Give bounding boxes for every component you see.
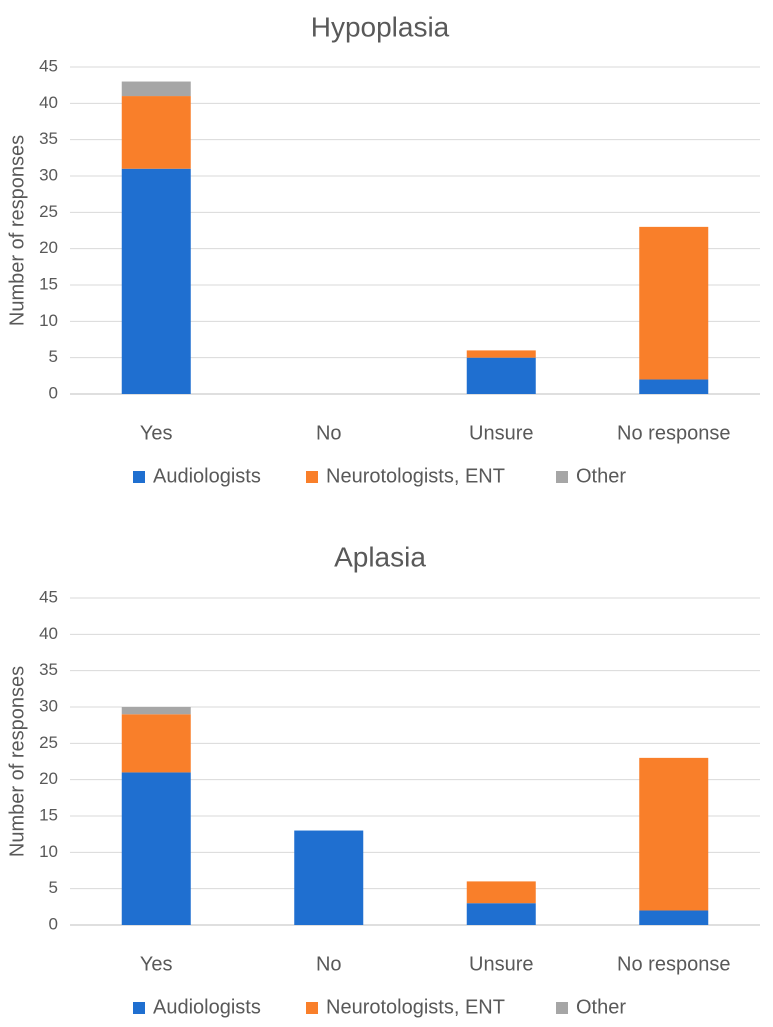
aplasia-y-axis-title: Number of responses (6, 666, 28, 857)
aplasia-y-tick-label: 45 (39, 587, 58, 606)
aplasia-chart: Aplasia 0 5 10 15 20 25 30 35 40 45 Number of respo… (0, 530, 773, 1027)
aplasia-legend-swatch-neurotologists-ent (306, 1002, 318, 1014)
aplasia-title: Aplasia (334, 541, 426, 572)
aplasia-category-label-unsure: Unsure (469, 953, 533, 975)
hypoplasia-legend-label-other: Other (576, 465, 626, 487)
hypoplasia-category-label-no-response: No response (617, 422, 730, 444)
hypoplasia-y-tick-label: 45 (39, 56, 58, 75)
aplasia-y-tick-label: 15 (39, 805, 58, 824)
aplasia-bar-no-response-neurotologists-ent (639, 757, 709, 911)
hypoplasia-legend-label-neurotologists-ent: Neurotologists, ENT (326, 465, 505, 487)
hypoplasia-legend-swatch-other (556, 471, 568, 483)
aplasia-y-tick-label: 20 (39, 769, 58, 788)
aplasia-legend-label-neurotologists-ent: Neurotologists, ENT (326, 996, 505, 1018)
aplasia-bar-yes-audiologists (121, 772, 191, 925)
aplasia-category-label-yes: Yes (140, 953, 173, 975)
hypoplasia-y-tick-label: 30 (39, 165, 58, 184)
aplasia-y-tick-label: 25 (39, 733, 58, 752)
hypoplasia-category-label-unsure: Unsure (469, 422, 533, 444)
aplasia-bar-yes-neurotologists-ent (121, 714, 191, 773)
hypoplasia-y-tick-label: 0 (49, 383, 58, 402)
hypoplasia-y-tick-label: 20 (39, 238, 58, 257)
hypoplasia-bar-no-response-audiologists (639, 379, 709, 394)
hypoplasia-category-label-yes: Yes (140, 422, 173, 444)
aplasia-legend-label-other: Other (576, 996, 626, 1018)
hypoplasia-y-tick-label: 25 (39, 202, 58, 221)
aplasia-bar-yes-other (121, 707, 191, 715)
hypoplasia-bar-unsure-audiologists (466, 357, 536, 394)
aplasia-bar-no-response-audiologists (639, 910, 709, 925)
hypoplasia-chart: Hypoplasia 0 5 10 15 20 25 30 35 40 45 Number of re… (0, 0, 773, 505)
hypoplasia-bar-yes-audiologists (121, 168, 191, 394)
hypoplasia-legend-swatch-neurotologists-ent (306, 471, 318, 483)
hypoplasia-legend-label-audiologists: Audiologists (153, 465, 261, 487)
aplasia-y-tick-label: 0 (49, 914, 58, 933)
aplasia-bar-no-audiologists (294, 830, 364, 925)
hypoplasia-chart-svg: Hypoplasia 0 5 10 15 20 25 30 35 40 45 Number of re… (6, 11, 760, 487)
hypoplasia-y-tick-label: 10 (39, 311, 58, 330)
hypoplasia-y-tick-label: 5 (49, 347, 58, 366)
hypoplasia-bar-no-response-neurotologists-ent (639, 226, 709, 380)
aplasia-y-tick-label: 5 (49, 878, 58, 897)
aplasia-legend-swatch-audiologists (133, 1002, 145, 1014)
aplasia-category-label-no: No (316, 953, 342, 975)
hypoplasia-bar-unsure-neurotologists-ent (466, 350, 536, 358)
hypoplasia-y-tick-label: 15 (39, 274, 58, 293)
hypoplasia-title: Hypoplasia (311, 11, 450, 42)
hypoplasia-category-label-no: No (316, 422, 342, 444)
hypoplasia-bar-yes-other (121, 81, 191, 97)
hypoplasia-bar-yes-neurotologists-ent (121, 96, 191, 169)
aplasia-y-tick-label: 35 (39, 660, 58, 679)
aplasia-bar-unsure-audiologists (466, 903, 536, 925)
hypoplasia-y-tick-label: 40 (39, 93, 58, 112)
aplasia-y-tick-label: 30 (39, 696, 58, 715)
aplasia-bar-unsure-neurotologists-ent (466, 881, 536, 904)
aplasia-legend-swatch-other (556, 1002, 568, 1014)
hypoplasia-legend-swatch-audiologists (133, 471, 145, 483)
aplasia-legend-label-audiologists: Audiologists (153, 996, 261, 1018)
aplasia-chart-svg: Aplasia 0 5 10 15 20 25 30 35 40 45 Number of respo… (6, 541, 760, 1018)
hypoplasia-y-axis-title: Number of responses (6, 135, 28, 326)
aplasia-y-tick-label: 40 (39, 624, 58, 643)
aplasia-y-tick-label: 10 (39, 842, 58, 861)
aplasia-category-label-no-response: No response (617, 953, 730, 975)
hypoplasia-y-tick-label: 35 (39, 129, 58, 148)
